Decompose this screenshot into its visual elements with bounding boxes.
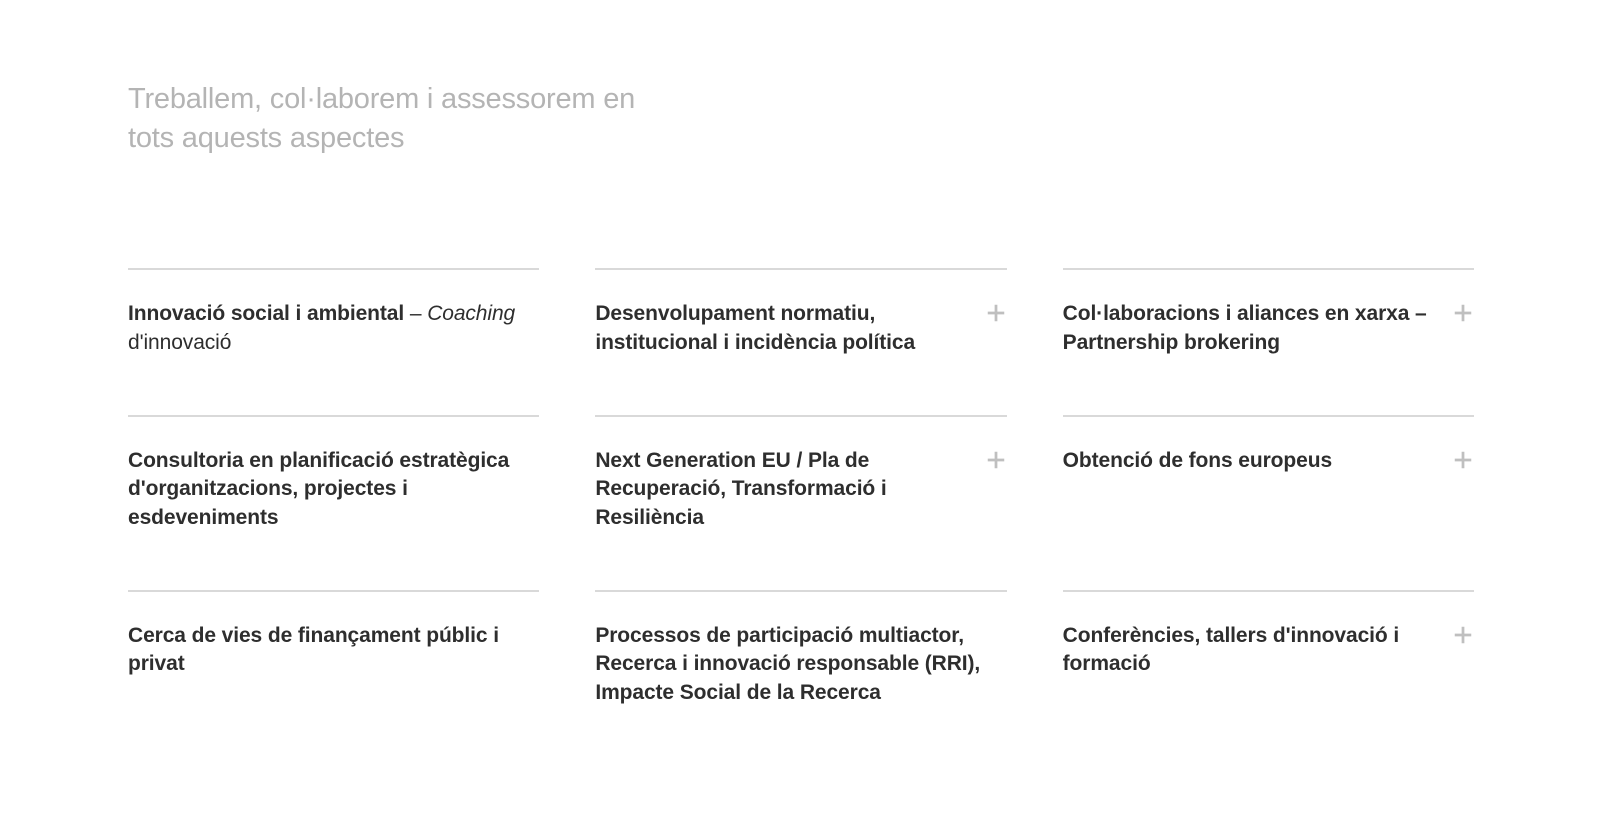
service-card: Next Generation EU / Pla de Recuperació,… xyxy=(595,415,1006,532)
service-title-sep: – xyxy=(404,302,427,325)
service-title-bold: Innovació social i ambiental xyxy=(128,302,404,325)
service-card: Innovació social i ambiental – Coaching … xyxy=(128,268,539,357)
service-title: Col·laboracions i aliances en xarxa – Pa… xyxy=(1063,300,1432,357)
service-title-italic: Coaching xyxy=(427,302,515,325)
service-title: Conferències, tallers d'innovació i form… xyxy=(1063,622,1432,679)
expand-icon[interactable] xyxy=(1452,449,1474,471)
section-heading: Treballem, col·laborem i assessorem en t… xyxy=(128,80,688,158)
expand-icon[interactable] xyxy=(1452,624,1474,646)
service-title: Processos de participació multiactor, Re… xyxy=(595,622,1006,707)
service-card: Obtenció de fons europeus xyxy=(1063,415,1474,532)
expand-icon[interactable] xyxy=(985,449,1007,471)
expand-icon[interactable] xyxy=(1452,302,1474,324)
service-title: Consultoria en planificació estratègica … xyxy=(128,447,539,532)
service-card: Processos de participació multiactor, Re… xyxy=(595,590,1006,707)
services-grid: Innovació social i ambiental – Coaching … xyxy=(128,268,1474,707)
expand-icon[interactable] xyxy=(985,302,1007,324)
service-card: Col·laboracions i aliances en xarxa – Pa… xyxy=(1063,268,1474,357)
service-title: Innovació social i ambiental – Coaching … xyxy=(128,300,539,357)
service-title: Obtenció de fons europeus xyxy=(1063,447,1432,475)
service-title: Desenvolupament normatiu, institucional … xyxy=(595,300,964,357)
service-card: Consultoria en planificació estratègica … xyxy=(128,415,539,532)
service-card: Desenvolupament normatiu, institucional … xyxy=(595,268,1006,357)
service-title-rest: d'innovació xyxy=(128,331,231,354)
service-card: Conferències, tallers d'innovació i form… xyxy=(1063,590,1474,707)
service-title: Next Generation EU / Pla de Recuperació,… xyxy=(595,447,964,532)
service-card: Cerca de vies de finançament públic i pr… xyxy=(128,590,539,707)
service-title: Cerca de vies de finançament públic i pr… xyxy=(128,622,539,679)
